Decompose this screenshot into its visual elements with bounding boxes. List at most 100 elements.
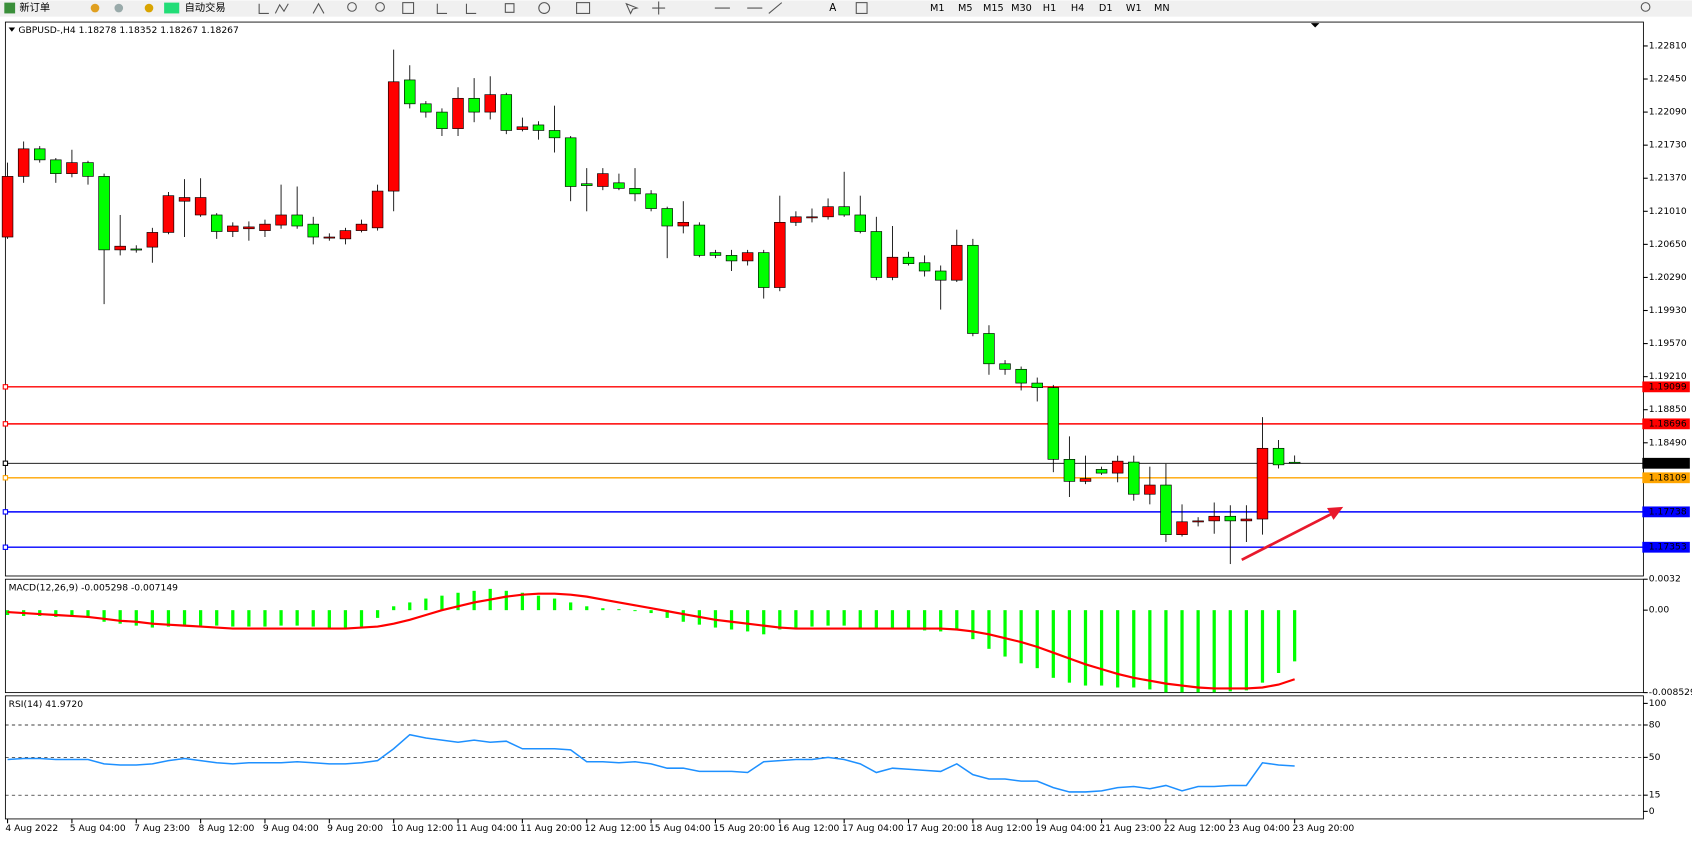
y-tick-label: 1.18850 xyxy=(1649,404,1687,415)
macd-bar xyxy=(102,610,106,622)
price-label: 1.18109 xyxy=(1649,472,1687,483)
candle-body xyxy=(291,214,303,227)
auto-trade-icon[interactable] xyxy=(164,2,180,14)
macd-bar xyxy=(440,595,444,611)
candle-body xyxy=(999,363,1011,370)
timeframe-button[interactable]: H1 xyxy=(1043,3,1056,14)
candle-body xyxy=(1063,458,1076,482)
candle-body xyxy=(757,252,770,288)
price-label: 1.19099 xyxy=(1649,381,1687,392)
line-handle xyxy=(2,509,9,515)
candle-body xyxy=(500,94,513,131)
candle-body xyxy=(967,244,979,334)
candle-body xyxy=(822,206,834,218)
text-tool[interactable]: A xyxy=(829,2,836,14)
y-tick-label: 1.22090 xyxy=(1649,107,1687,118)
timeframe-button[interactable]: M1 xyxy=(930,3,945,14)
candle-body xyxy=(790,216,802,223)
timeframe-button[interactable]: MN xyxy=(1154,3,1170,14)
macd-bar xyxy=(150,610,154,628)
macd-bar xyxy=(810,610,814,627)
candle-body xyxy=(1240,518,1253,522)
macd-bar xyxy=(1276,610,1281,673)
macd-bar xyxy=(1083,610,1088,686)
x-tick-label: 9 Aug 04:00 xyxy=(263,823,319,834)
x-tick-label: 17 Aug 20:00 xyxy=(906,823,968,834)
candle-body xyxy=(275,214,287,226)
label-tool[interactable] xyxy=(855,2,868,14)
macd-bar xyxy=(472,590,476,611)
icon[interactable] xyxy=(90,3,100,13)
candle-body xyxy=(725,255,738,262)
icon[interactable] xyxy=(144,3,154,13)
macd-bar xyxy=(536,595,541,611)
line-handle xyxy=(2,384,9,390)
y-tick-label: 1.21730 xyxy=(1649,140,1687,151)
candle-body xyxy=(1,176,14,238)
candle-body xyxy=(323,236,336,239)
main-panel xyxy=(4,21,1644,577)
auto-trade-button[interactable]: 自动交易 xyxy=(185,1,226,14)
y-tick-label: 0.00 xyxy=(1649,605,1670,616)
timeframe-button[interactable]: M30 xyxy=(1011,3,1032,14)
y-tick-label: 1.19570 xyxy=(1649,338,1687,349)
candle-body xyxy=(1128,461,1140,495)
macd-bar xyxy=(311,610,315,627)
candle-body xyxy=(34,148,46,161)
candle-body xyxy=(854,214,866,232)
timeframe-button[interactable]: W1 xyxy=(1126,3,1142,14)
template-icon[interactable] xyxy=(576,2,591,14)
search[interactable] xyxy=(1640,2,1651,12)
x-tick-label: 21 Aug 23:00 xyxy=(1099,823,1161,834)
timeframe-button[interactable]: H4 xyxy=(1071,3,1084,14)
period-icon[interactable] xyxy=(538,2,551,14)
new-order-icon[interactable] xyxy=(4,2,16,14)
macd-bar xyxy=(263,610,267,627)
rsi-line xyxy=(7,733,1295,793)
timeframe-button[interactable]: M15 xyxy=(983,3,1004,14)
candle-body xyxy=(452,97,464,129)
timeframes: M1 M5 M15 M30 H1 H4 D1 W1 MN xyxy=(930,3,1170,14)
candle-body xyxy=(951,244,963,281)
tools[interactable] xyxy=(436,1,783,15)
timeframe-button[interactable]: M5 xyxy=(958,3,973,14)
macd-bar xyxy=(182,610,187,626)
macd-bar xyxy=(1164,610,1168,693)
macd-bar xyxy=(118,610,122,624)
icon[interactable] xyxy=(114,3,124,13)
zoom-in[interactable] xyxy=(347,2,357,12)
shift-marker xyxy=(1310,23,1320,28)
candle-body xyxy=(613,182,625,189)
candle-body xyxy=(629,188,641,195)
timeframe-button[interactable]: D1 xyxy=(1099,3,1113,14)
macd-bar xyxy=(1196,610,1200,693)
macd-bar xyxy=(729,610,734,630)
new-order-button[interactable]: 新订单 xyxy=(19,1,50,14)
candle-body xyxy=(484,94,496,113)
candle-body xyxy=(548,130,561,139)
macd-bar xyxy=(343,610,348,628)
x-tick-label: 10 Aug 12:00 xyxy=(392,823,454,834)
macd-bar xyxy=(1212,610,1216,693)
candle-body xyxy=(1144,484,1156,495)
toolbar-items: 新订单 自动交易 A xyxy=(4,1,1651,15)
x-tick-label: 18 Aug 12:00 xyxy=(971,823,1033,834)
tile[interactable] xyxy=(402,2,415,14)
candle-body xyxy=(404,79,416,105)
candle-body xyxy=(886,256,899,278)
candle-body xyxy=(1224,515,1237,522)
chart-icons[interactable] xyxy=(258,2,325,14)
macd-bar xyxy=(1003,610,1007,657)
candle-body xyxy=(532,124,545,131)
candle-body xyxy=(581,183,593,186)
macd-panel xyxy=(4,578,1644,694)
candle-body xyxy=(355,223,368,231)
x-tick-label: 23 Aug 20:00 xyxy=(1292,823,1354,834)
macd-bar xyxy=(327,610,331,628)
y-tick-label: -0.008529 xyxy=(1649,687,1692,698)
zoom-out[interactable] xyxy=(375,2,385,12)
macd-bar xyxy=(1035,610,1039,669)
x-tick-label: 16 Aug 12:00 xyxy=(778,823,840,834)
y-tick-label: 1.21010 xyxy=(1649,206,1687,217)
macd-bar xyxy=(1148,610,1152,690)
